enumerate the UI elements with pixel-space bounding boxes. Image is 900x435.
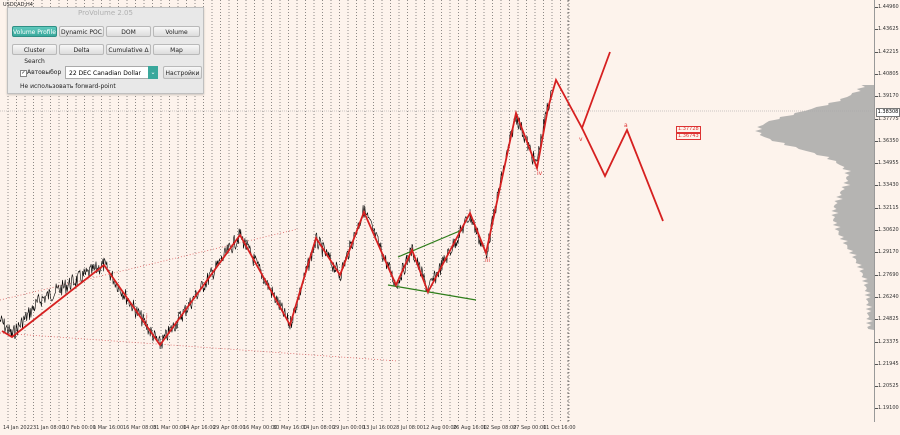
date-axis-label: 31 Jan 08:00 [33, 425, 65, 431]
wave-projection [581, 127, 664, 222]
price-axis[interactable]: 1.44960 1.43625 1.42215 1.40805 1.39170 1.377… [875, 0, 900, 422]
price-axis-label: 1.24825 [878, 316, 899, 323]
price-axis-label: 1.33430 [878, 182, 899, 189]
price-axis-label: 1.26240 [878, 293, 899, 300]
level-label-2: 1.36743 [676, 133, 701, 140]
price-series [0, 89, 552, 349]
chevron-down-icon[interactable]: ⌄ [148, 66, 158, 79]
price-axis-label: 1.19100 [878, 405, 899, 412]
date-axis-label: 16 May 00:00 [243, 425, 278, 431]
price-axis-tick [875, 341, 878, 343]
date-axis-label: 29 Apr 08:00 [213, 425, 246, 431]
date-axis-label: 27 Sep 00:00 [513, 425, 547, 431]
cumulative-delta-button[interactable]: Cumulative Δ [106, 44, 151, 55]
auto-select-label: Автовыбор [27, 69, 62, 76]
dynamic-poc-button[interactable]: Dynamic POC [59, 26, 104, 37]
date-axis-label: 14 Jun 08:00 [303, 425, 335, 431]
current-price-tag: 1.38308 [876, 108, 900, 117]
price-axis-label: 1.21945 [878, 360, 899, 367]
price-axis-tick [875, 230, 878, 231]
price-axis-label: 1.37775 [878, 115, 899, 122]
price-axis-tick [875, 7, 878, 8]
price-axis-label: 1.23375 [878, 338, 899, 345]
contract-select[interactable]: 22 DEC Canadian Dollar [65, 66, 158, 79]
price-axis-tick [875, 73, 878, 75]
price-axis-tick [875, 163, 878, 165]
channel-bottom-line [0, 332, 399, 362]
wave-label: iii [485, 257, 490, 264]
wave-zigzag [1, 51, 611, 347]
price-axis-tick [875, 96, 878, 98]
price-axis-label: 1.29170 [878, 249, 899, 256]
forward-point-label: Не использовать forward-point [20, 83, 116, 90]
price-axis-label: 1.27690 [878, 271, 899, 278]
volume-profile-button[interactable]: Volume Profile [12, 26, 57, 37]
price-axis-tick [875, 386, 878, 388]
date-axis-label: 28 Jul 08:00 [393, 425, 423, 431]
wave-label: a [624, 122, 628, 129]
date-axis-label: 12 Sep 08:00 [483, 425, 517, 431]
price-axis-tick [875, 118, 878, 120]
price-axis-label: 1.43625 [878, 26, 899, 33]
trendline-upper [397, 229, 463, 258]
date-axis-label: 1 Mar 16:00 [93, 425, 124, 431]
volume-button[interactable]: Volume [153, 26, 200, 37]
date-axis-label: 13 Jul 16:00 [363, 425, 393, 431]
price-axis-label: 1.42215 [878, 48, 899, 55]
map-button[interactable]: Map [153, 44, 200, 55]
date-axis-label: 30 May 16:00 [273, 425, 308, 431]
trendline-lower [387, 284, 477, 301]
price-axis-label: 1.39170 [878, 93, 899, 100]
date-axis-label: 31 Mar 00:00 [153, 425, 187, 431]
price-axis-label: 1.32115 [878, 204, 899, 211]
price-axis-label: 1.34955 [878, 160, 899, 167]
panel-title: ProVolume 2.05 [78, 9, 133, 17]
wave-label: iv [537, 170, 543, 177]
channel-top-line [0, 228, 299, 301]
price-axis-tick [875, 319, 878, 321]
price-axis-tick [875, 29, 878, 31]
wave-label: ii [144, 318, 148, 325]
date-axis-label: 10 Feb 00:00 [63, 425, 96, 431]
date-axis-label: 16 Mar 08:00 [123, 425, 157, 431]
level-label-1: 1.37728 [676, 126, 701, 133]
cluster-search-button[interactable]: Cluster Search [12, 44, 57, 65]
price-axis-tick [875, 185, 878, 187]
price-axis-tick [875, 408, 878, 410]
provolume-panel: ProVolume 2.05 Volume Profile Dynamic PO… [7, 7, 204, 94]
price-axis-tick [875, 274, 878, 276]
price-axis-label: 1.36350 [878, 137, 899, 144]
settings-button[interactable]: Настройки [163, 66, 202, 79]
price-axis-tick [875, 252, 878, 254]
wave-label: i [146, 313, 148, 320]
date-axis-label: 14 Apr 16:00 [183, 425, 216, 431]
price-axis-label: 1.30620 [878, 227, 899, 233]
volume-profile [755, 85, 874, 330]
price-axis-tick [875, 363, 878, 365]
date-axis-label: 12 Aug 00:00 [423, 425, 457, 431]
date-axis[interactable]: 14 Jan 2022 31 Jan 08:00 10 Feb 00:00 1 Mar… [0, 422, 875, 435]
price-axis-label: 1.40805 [878, 70, 899, 77]
delta-button[interactable]: Delta [59, 44, 104, 55]
wave-label: v [579, 136, 583, 143]
dom-button[interactable]: DOM [106, 26, 151, 37]
price-axis-tick [875, 51, 878, 53]
date-axis-label: 29 Jun 00:00 [333, 425, 365, 431]
date-axis-label: 11 Oct 16:00 [543, 425, 576, 431]
price-axis-label: 1.20525 [878, 383, 899, 390]
date-axis-label: 26 Aug 16:00 [453, 425, 487, 431]
symbol-label: USDCAD,H4 [3, 2, 33, 8]
price-axis-label: 1.44960 [878, 4, 899, 10]
price-axis-tick [875, 296, 878, 298]
auto-select-checkbox[interactable]: ✓ [20, 70, 27, 77]
price-axis-tick [875, 207, 878, 209]
price-axis-tick [875, 140, 878, 142]
date-axis-label: 14 Jan 2022 [3, 425, 33, 431]
